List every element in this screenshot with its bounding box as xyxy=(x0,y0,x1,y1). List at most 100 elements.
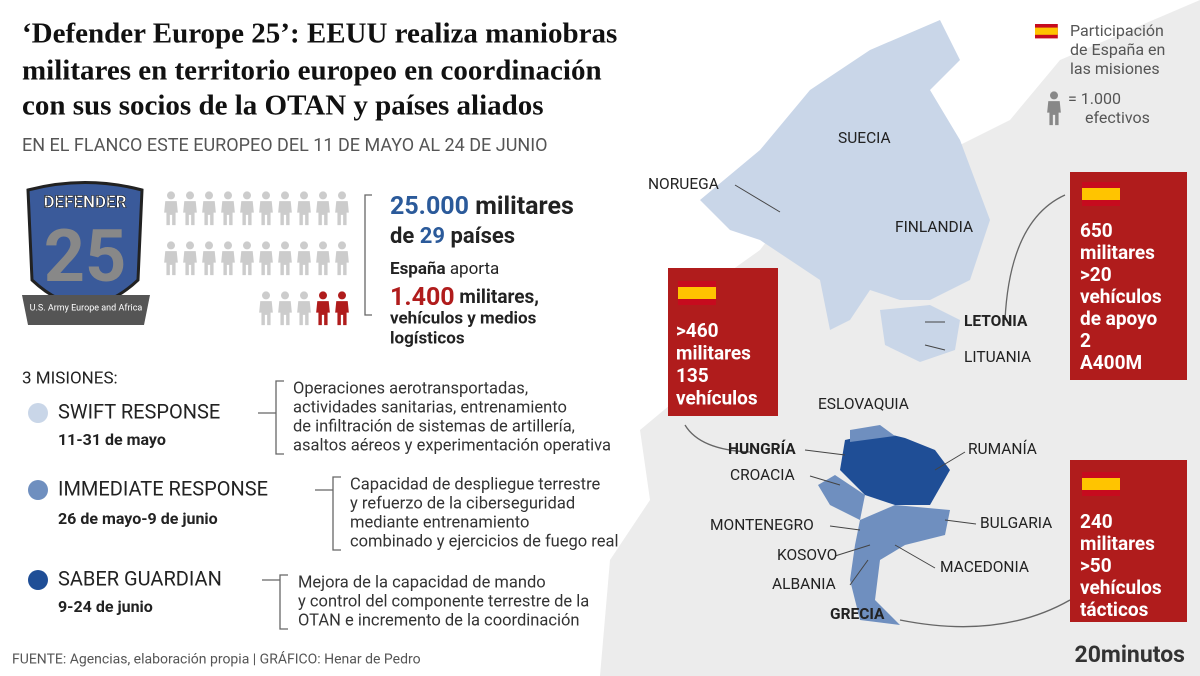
callout-text: >20 xyxy=(1080,263,1112,286)
bracket xyxy=(364,194,372,316)
soldier-icon xyxy=(164,241,178,276)
soldier-icon xyxy=(278,291,292,326)
mission-description: Mejora de la capacidad de mando xyxy=(298,573,546,592)
country-label: CROACIA xyxy=(730,466,795,484)
soldier-icon xyxy=(297,191,311,226)
title-line: ‘Defender Europe 25’: EEUU realiza manio… xyxy=(22,18,617,50)
bracket xyxy=(262,574,288,630)
soldier-icon xyxy=(335,291,349,326)
callout-text: vehículos xyxy=(1080,285,1162,308)
mission-description: Operaciones aerotransportadas, xyxy=(293,379,528,398)
logo-text: DEFENDER xyxy=(44,192,127,212)
legend-text: efectivos xyxy=(1085,108,1150,127)
summary: 1.400 militares, xyxy=(390,283,539,312)
mission-name: SWIFT RESPONSE xyxy=(58,399,220,423)
footer-source: FUENTE: Agencias, elaboración propia | G… xyxy=(12,650,421,668)
label-leader xyxy=(734,184,781,213)
mission-dot xyxy=(28,570,48,590)
soldier-icon xyxy=(297,291,311,326)
soldier-icon xyxy=(259,241,273,276)
soldier-icon xyxy=(221,241,235,276)
legend-text: las misiones xyxy=(1070,59,1160,78)
title-line: con sus socios de la OTAN y países aliad… xyxy=(22,90,544,122)
legend: Participación de España en las misiones … xyxy=(1035,21,1165,127)
country-label: GRECIA xyxy=(830,605,885,623)
title-line: militares en territorio europeo en coord… xyxy=(22,55,602,87)
soldier-icon xyxy=(183,191,197,226)
mission-dot xyxy=(28,403,48,423)
soldier-icon xyxy=(221,191,235,226)
mission-name: IMMEDIATE RESPONSE xyxy=(58,476,268,500)
callout-text: A400M xyxy=(1080,351,1142,374)
callout-text: vehículos xyxy=(1080,576,1162,599)
mission-description: actividades sanitarias, entrenamiento xyxy=(293,398,567,417)
callout-text: >50 xyxy=(1080,554,1112,577)
country-label: LITUANIA xyxy=(964,348,1031,366)
mission-dates: 9-24 de junio xyxy=(58,597,153,616)
mission-dot xyxy=(28,480,48,500)
map-labels: NORUEGA SUECIA FINLANDIA LETONIA LITUANIA ESL… xyxy=(648,129,1052,623)
mission-dates: 11-31 de mayo xyxy=(58,430,166,449)
country-label: LETONIA xyxy=(964,312,1028,330)
bracket xyxy=(315,476,341,551)
callout-text: militares xyxy=(1080,532,1155,555)
label-leader xyxy=(829,525,861,531)
mission-description: y refuerzo de la ciberseguridad xyxy=(350,494,575,513)
missions-heading: 3 MISIONES: xyxy=(22,368,118,388)
soldier-icon xyxy=(316,241,330,276)
mission-name: SABER GUARDIAN xyxy=(58,566,222,590)
soldier-icon xyxy=(335,241,349,276)
summary: logísticos xyxy=(390,328,465,348)
label-leader xyxy=(924,344,946,351)
soldier-icon xyxy=(278,191,292,226)
callout-text: 650 xyxy=(1080,219,1113,242)
country-label: HUNGRÍA xyxy=(728,440,796,458)
callout-text: de apoyo xyxy=(1080,307,1158,330)
country-label: MACEDONIA xyxy=(940,558,1029,576)
country-label: ALBANIA xyxy=(772,575,836,593)
label-leader xyxy=(849,559,869,586)
soldier-icon xyxy=(202,191,216,226)
callout-text: 240 xyxy=(1080,510,1113,533)
mission-description: Capacidad de despliegue terrestre xyxy=(350,475,601,494)
summary: España aporta xyxy=(390,259,499,279)
label-leader xyxy=(834,544,871,557)
callout-text: >460 xyxy=(676,319,719,342)
summary: vehículos y medios xyxy=(390,308,537,328)
mission-description: mediante entrenamiento xyxy=(350,513,529,532)
legend-text: Participación xyxy=(1070,21,1164,40)
soldier-icon xyxy=(316,291,330,326)
soldier-icon xyxy=(202,241,216,276)
mission-description: de infiltración de sistemas de artillerí… xyxy=(293,417,575,436)
callout-text: militares xyxy=(676,342,751,365)
callout-text: 135 xyxy=(676,364,709,387)
country-label: BULGARIA xyxy=(980,514,1052,532)
callout-text: tácticos xyxy=(1080,598,1149,621)
logo: DEFENDER 25 U.S. Army Europe and Africa xyxy=(22,181,150,325)
soldier-icon xyxy=(240,241,254,276)
callouts: >460militares135vehículos650militares>20… xyxy=(668,172,1187,628)
mission-description: combinado y ejercicios de fuego real xyxy=(350,532,618,551)
country-label: MONTENEGRO xyxy=(710,516,814,534)
logo-text: 25 xyxy=(44,214,127,299)
mission-description: OTAN e incremento de la coordinación xyxy=(298,611,580,630)
subtitle: EN EL FLANCO ESTE EUROPEO DEL 11 DE MAYO… xyxy=(22,135,547,156)
legend-text: de España en xyxy=(1070,40,1165,59)
map xyxy=(600,0,1200,676)
mission-dates: 26 de mayo-9 de junio xyxy=(58,509,218,528)
label-leader xyxy=(804,449,846,456)
callout-text: vehículos xyxy=(676,387,758,410)
summary: de 29 países xyxy=(390,224,515,249)
country-label: KOSOVO xyxy=(777,546,837,564)
soldier-icon xyxy=(316,191,330,226)
country-label: NORUEGA xyxy=(648,175,719,193)
bracket xyxy=(258,380,284,455)
footer-brand: 20minutos xyxy=(1075,641,1185,668)
logo-text: U.S. Army Europe and Africa xyxy=(30,303,143,313)
country-label: RUMANÍA xyxy=(968,440,1037,458)
label-leader xyxy=(944,519,977,525)
soldier-icon xyxy=(259,191,273,226)
summary: 25.000 militares xyxy=(390,192,574,221)
country-label: FINLANDIA xyxy=(895,218,973,236)
